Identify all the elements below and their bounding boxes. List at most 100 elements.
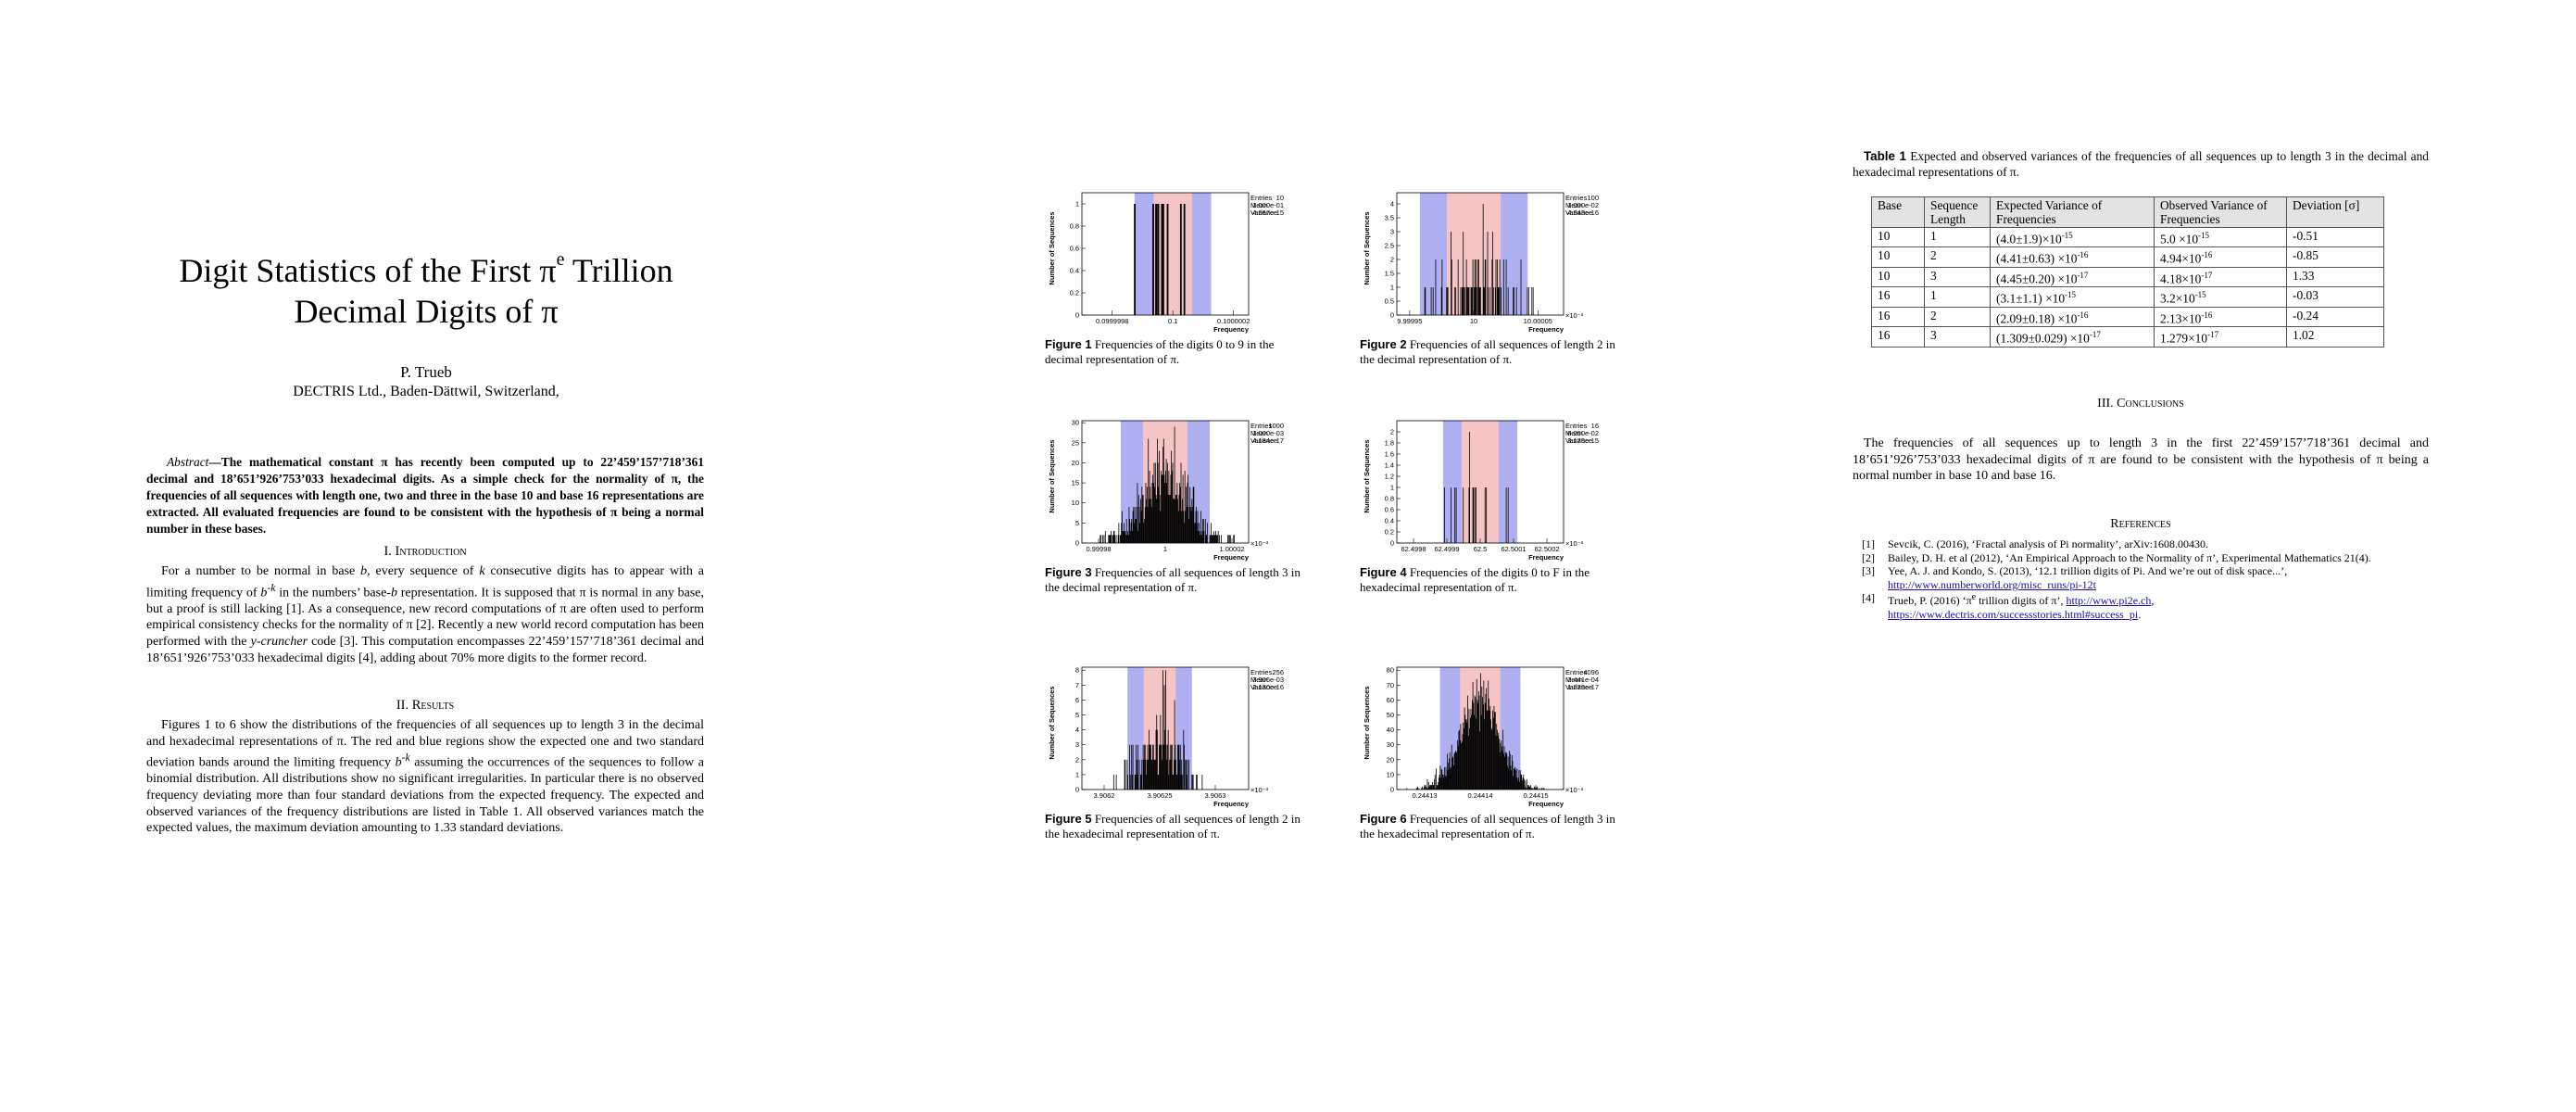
table-cell: 4.94×10-16 [2154,246,2287,268]
histogram-bar [1179,483,1181,543]
histogram-bar [1462,287,1464,315]
y-tick-label: 2 [1075,755,1079,764]
histogram-bar [1115,535,1117,543]
y-tick-label: 3 [1075,740,1079,749]
histogram-bar [1149,499,1150,543]
histogram-bar [1478,695,1480,790]
histogram-bar [1469,717,1471,790]
x-axis-label: Frequency [1213,800,1250,808]
histogram-bar [1159,495,1161,543]
histogram-bar [1451,758,1453,790]
histogram-bar [1523,774,1525,790]
histogram-bar [1471,287,1473,315]
histogram-bar [1508,768,1510,790]
histogram-bar [1474,259,1476,315]
histogram-bar [1167,462,1168,543]
histogram-bar [1528,786,1530,790]
histogram-bar [1488,287,1489,315]
histogram-bar [1456,752,1458,790]
x-axis-label: Frequency [1213,553,1250,562]
title-text-3: Decimal Digits of π [294,293,559,330]
histogram-bar [1175,759,1176,790]
histogram-bar [1430,785,1431,790]
histogram-bar [1112,531,1114,543]
plot-frame [1081,666,1250,790]
one-sigma-band [1153,193,1192,315]
histogram-bar [1196,507,1198,543]
histogram-bar [1145,759,1147,790]
y-tick-label: 50 [1387,711,1394,719]
histogram-bar [1174,759,1175,790]
histogram-bar [1183,204,1186,315]
histogram-bar [1457,739,1458,790]
histogram-bar [1183,729,1185,790]
histogram-bar [1137,531,1139,543]
reference-link[interactable]: http://www.pi2e.ch [2066,594,2152,608]
histogram-bar [1227,535,1229,543]
histogram-bar [1460,287,1462,315]
histogram-bar [1425,287,1426,315]
y-tick-label: 3.5 [1385,214,1394,222]
reference-item: [2] Bailey, D. H. et al (2012), ‘An Empir… [1862,550,2371,564]
histogram-bar [1171,471,1173,543]
histogram-bar [1532,287,1534,315]
histogram-bar [1431,785,1433,790]
figure-3-caption: Figure 3 Frequencies of all sequences of… [1045,565,1301,594]
table-row: 10 2 (4.41±0.63) ×10-16 4.94×10-16 -0.85 [1871,246,2384,268]
figure-4-histogram: 0 0.2 0.4 0.6 0.8 1 1.2 1.4 1.6 1.8 2 62.4998 62.499… [1363,420,1599,562]
table-row: 10 1 (4.0±1.9)×10-15 5.0 ×10-15 -0.51 [1871,226,2384,248]
reference-link[interactable]: http://www.numberworld.org/misc_runs/pi-… [1888,577,2096,591]
histogram-bar [1203,531,1205,543]
histogram-bar [1526,788,1527,790]
y-tick-label: 1.2 [1385,473,1394,481]
histogram-bar [1499,739,1500,790]
y-tick-label: 0.6 [1385,506,1394,514]
histogram-bar [1446,287,1448,315]
figure-5-histogram: 0 1 2 3 4 5 6 7 8 3.9062 3.90625 3.9063 ×10⁻³Frequen… [1048,666,1284,808]
y-tick-label: 0 [1075,539,1079,548]
histogram-bar [1165,670,1166,790]
stats-label: Mean [1250,676,1268,684]
histogram-bar [1483,287,1485,315]
figure-3: 0 5 10 15 20 25 30 0.99998 1 1.00002 ×10⁻³ Frequenc… [1045,413,1313,595]
histogram-bar [1520,259,1522,315]
histogram-bar [1531,287,1533,315]
histogram-bar [1144,744,1145,790]
histogram-bar [1173,774,1175,790]
histogram-bar [1121,523,1123,543]
histogram-bar [1494,287,1496,315]
figure-3-histogram: 0 5 10 15 20 25 30 0.99998 1 1.00002 ×10⁻³Frequenc… [1048,419,1284,562]
x-axis-exponent: ×10⁻³ [1250,786,1269,794]
histogram-bar [1204,519,1206,543]
section-heading-results: II. Results [396,698,455,713]
table-row: 16 1 (3.1±1.1) ×10-15 3.2×10-15 -0.03 [1871,286,2384,308]
histogram-bar [1458,731,1460,790]
figure-1-caption: Figure 1 Frequencies of the digits 0 to … [1045,337,1275,366]
histogram-bar [1507,487,1509,543]
histogram-bar [1152,744,1154,790]
histogram-bar [1187,759,1188,790]
histogram-bar [1475,287,1476,315]
stats-label: Entries [1565,668,1588,676]
histogram-bar [1135,519,1137,543]
table-cell: (4.41±0.63) ×10-16 [1990,246,2155,268]
y-tick-label: 80 [1387,666,1394,675]
figure-4-caption: Figure 4 Frequencies of the digits 0 to … [1360,565,1590,594]
table-cell: (1.309±0.029) ×10-17 [1990,326,2155,348]
figure-6-histogram: 0 10 20 30 40 50 60 70 80 0.24413 0.24414 0.24415 ×1… [1363,666,1599,808]
histogram-bar [1182,774,1183,790]
histogram-bar [1482,697,1483,790]
reference-link[interactable]: https://www.dectris.com/successstories.h… [1888,607,2139,621]
table-cell: 2 [1924,246,1991,268]
histogram-bar [1190,507,1191,543]
page-3: Table 1 Expected and observed variances … [1834,0,2501,1112]
histogram-bar [1463,722,1464,790]
x-tick-label: 0.0999998 [1096,317,1128,325]
histogram-bar [1119,535,1121,543]
x-axis-exponent: ×10⁻³ [1250,539,1269,548]
table-cell: (3.1±1.1) ×10-15 [1990,286,2155,308]
histogram-bar [1160,714,1162,790]
histogram-bar [1472,700,1473,790]
table-row: 10 3 (4.45±0.20) ×10-17 4.18×10-17 1.33 [1871,266,2384,288]
histogram-bar [1130,523,1132,543]
